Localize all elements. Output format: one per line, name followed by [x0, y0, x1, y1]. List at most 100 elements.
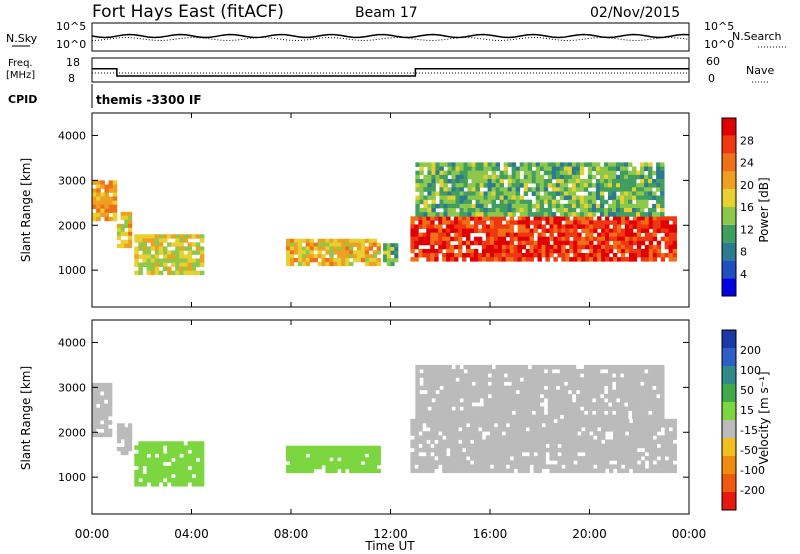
power-cell: [167, 254, 172, 259]
velocity-cell: [519, 385, 525, 391]
power-cell: [442, 232, 447, 238]
power-cell: [652, 183, 657, 188]
velocity-cell: [497, 439, 503, 445]
power-cell: [597, 257, 602, 262]
power-cell: [191, 270, 197, 276]
velocity-cell: [615, 377, 621, 382]
power-cell: [191, 250, 197, 255]
velocity-cell: [644, 456, 650, 461]
power-cell: [191, 242, 197, 247]
power-cell: [577, 232, 582, 238]
power-cell: [607, 170, 613, 176]
power-cell: [583, 195, 589, 201]
velocity-cell: [577, 443, 582, 449]
velocity-cell: [593, 422, 598, 428]
velocity-cell: [430, 427, 435, 432]
velocity-cell: [517, 431, 523, 436]
power-cell: [660, 216, 666, 221]
velocity-cell: [293, 461, 299, 466]
velocity-cell: [517, 443, 523, 449]
power-cell: [475, 203, 480, 209]
power-cell: [660, 236, 666, 242]
power-cell: [571, 183, 577, 188]
power-cell: [427, 170, 432, 176]
velocity-cell: [664, 464, 670, 469]
velocity-cell: [555, 406, 561, 411]
velocity-cell: [615, 414, 621, 420]
velocity-cell: [511, 381, 517, 387]
velocity-cell: [591, 406, 597, 411]
power-cell: [581, 257, 586, 262]
power-cell: [636, 232, 642, 238]
velocity-cell: [565, 418, 570, 424]
power-cell: [652, 232, 658, 238]
velocity-cell: [523, 414, 529, 420]
power-cell: [619, 195, 625, 201]
power-cell: [447, 191, 452, 196]
power-cell: [603, 199, 609, 205]
power-cell: [329, 238, 334, 243]
velocity-cell: [591, 364, 597, 370]
velocity-cell: [187, 441, 193, 446]
power-cell: [624, 207, 629, 213]
velocity-cell: [313, 461, 318, 466]
power-cell: [466, 224, 471, 229]
power-cell: [146, 238, 152, 243]
power-cell: [507, 195, 513, 201]
velocity-cell: [495, 385, 501, 391]
power-cell: [507, 203, 513, 209]
velocity-cell: [491, 369, 497, 374]
velocity-cell: [376, 445, 381, 450]
power-cell: [493, 244, 499, 250]
velocity-cell: [446, 468, 451, 474]
power-cell: [191, 234, 197, 239]
power-cell: [427, 212, 432, 217]
power-cell: [337, 238, 342, 243]
power-cell: [523, 174, 529, 180]
power-cell: [491, 203, 497, 209]
power-cell: [435, 162, 440, 167]
velocity-cell: [442, 464, 447, 469]
velocity-cell: [563, 377, 569, 382]
power-colorbar-segment: [722, 207, 736, 225]
velocity-cell: [636, 427, 642, 432]
velocity-cell: [447, 381, 452, 387]
velocity-colorbar-tick-label: 200: [740, 344, 761, 357]
power-cell: [134, 270, 139, 276]
power-cell: [611, 207, 617, 213]
velocity-cell: [515, 393, 521, 399]
power-cell: [439, 183, 444, 188]
velocity-cell: [309, 464, 314, 470]
velocity-cell: [435, 393, 440, 399]
power-cell: [473, 224, 479, 229]
power-cell: [438, 216, 443, 221]
velocity-cell: [583, 385, 589, 391]
velocity-cell: [483, 385, 488, 391]
velocity-cell: [551, 398, 557, 403]
velocity-cell: [537, 464, 542, 469]
power-cell: [447, 170, 452, 176]
velocity-cell: [439, 398, 444, 403]
velocity-cell: [414, 427, 419, 432]
power-cell: [533, 228, 538, 234]
velocity-cell: [349, 461, 354, 466]
velocity-cell: [587, 377, 593, 382]
power-cell: [668, 224, 673, 229]
velocity-cell: [547, 364, 553, 370]
velocity-cell: [537, 431, 542, 436]
velocity-cell: [434, 451, 439, 457]
power-cell: [537, 220, 542, 225]
velocity-cell: [601, 422, 606, 428]
velocity-cell: [531, 389, 537, 395]
power-cell: [517, 244, 523, 250]
velocity-cell: [577, 464, 582, 469]
velocity-cell: [587, 406, 593, 411]
velocity-cell: [549, 431, 554, 436]
velocity-cell: [525, 443, 530, 449]
velocity-cell: [660, 393, 665, 399]
velocity-cell: [533, 447, 538, 453]
power-cell: [150, 270, 156, 276]
power-cell: [435, 212, 440, 217]
velocity-cell: [92, 420, 97, 425]
velocity-cell: [599, 377, 605, 382]
